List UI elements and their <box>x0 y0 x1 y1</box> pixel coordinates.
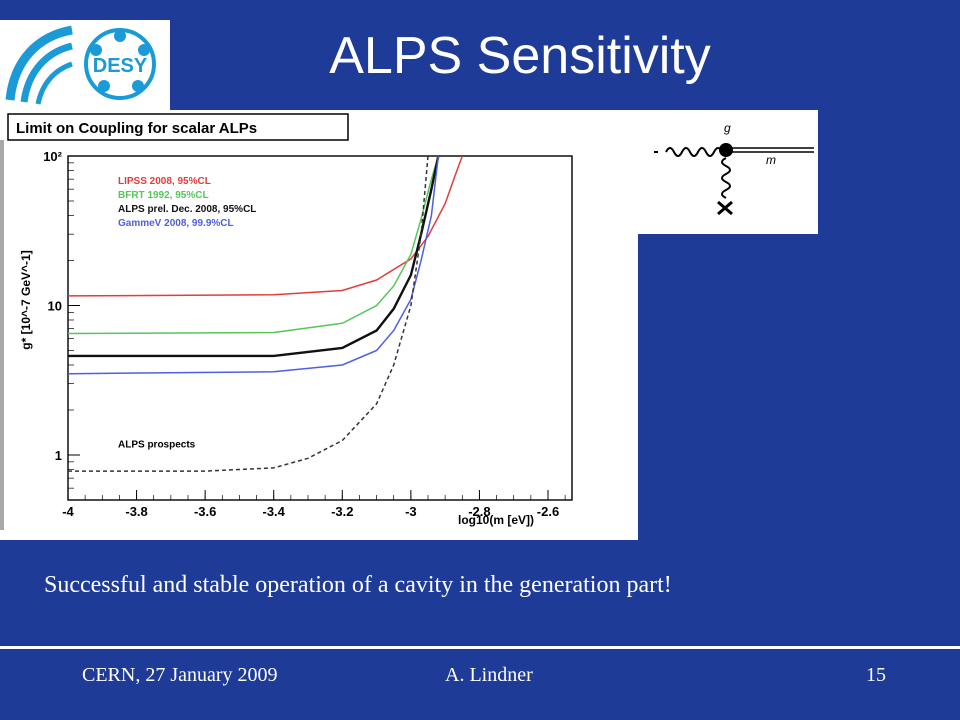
footer-divider <box>0 646 960 649</box>
x-tick-label: -3.6 <box>194 504 216 519</box>
x-tick-label: -3 <box>405 504 417 519</box>
x-tick-label: -3.4 <box>263 504 286 519</box>
logo-arc-middle <box>20 42 73 103</box>
legend-entry: ALPS prel. Dec. 2008, 95%CL <box>118 204 256 215</box>
logo-dot-left <box>90 44 102 56</box>
logo-dot-top <box>114 30 126 42</box>
slide-title: ALPS Sensitivity <box>329 27 711 85</box>
footer-event: CERN, 27 January 2009 <box>82 664 278 686</box>
feynman-diagram: g m <box>654 121 814 216</box>
x-tick-label: -2.6 <box>537 504 559 519</box>
legend-entry: LIPSS 2008, 95%CL <box>118 176 211 187</box>
incoming-photon-line <box>665 147 723 157</box>
legend-entry: ALPS prospects <box>118 440 196 451</box>
series-line <box>68 155 440 358</box>
logo-text: DESY <box>93 55 148 77</box>
y-axis-label: g* [10^-7 GeV^-1] <box>19 250 33 349</box>
plot-frame <box>67 155 573 501</box>
desy-logo-graphic: DESY <box>5 25 156 105</box>
logo-arc-outer <box>5 25 73 101</box>
x-tick-label: -3.8 <box>125 504 147 519</box>
slide-caption: Successful and stable operation of a cav… <box>44 572 672 598</box>
logo-dot-bottom-left <box>98 80 110 92</box>
coupling-limit-chart: Limit on Coupling for scalar ALPs -4 -3.8… <box>0 113 573 530</box>
title-shadow <box>0 140 4 530</box>
external-field-cross-icon <box>717 200 733 216</box>
feynman-diagram-panel: g m <box>638 110 818 234</box>
page-number: 15 <box>866 664 886 686</box>
logo-arc-inner <box>35 61 73 105</box>
plot-panel: Limit on Coupling for scalar ALPs -4 -3.8… <box>0 110 638 540</box>
x-tick-label: -4 <box>62 504 74 519</box>
x-tick-label: -2.8 <box>468 504 490 519</box>
series-line <box>67 155 464 297</box>
logo-dot-bottom-right <box>132 80 144 92</box>
series-line <box>67 155 440 335</box>
chart-title: Limit on Coupling for scalar ALPs <box>16 120 257 137</box>
x-tick-label: -3.2 <box>331 504 353 519</box>
y-tick-label: 1 <box>55 448 62 463</box>
legend-entry: GammeV 2008, 99.9%CL <box>118 218 234 229</box>
coupling-label: g <box>724 121 731 135</box>
y-tick-label: 10 <box>48 298 62 313</box>
series-line <box>68 155 429 472</box>
external-field-line <box>721 157 731 199</box>
logo-dot-right <box>138 44 150 56</box>
vertex-dot <box>719 143 733 157</box>
x-axis-label: log10(m [eV]) <box>458 513 534 527</box>
chart-title-box <box>7 113 349 141</box>
series-line <box>67 155 440 375</box>
mass-label: m <box>766 153 776 167</box>
y-tick-label: 10² <box>43 149 62 164</box>
plot-area: -4 -3.8 -3.6 -3.4 -3.2 -3 -2.8 -2.6 1 10 10² LIPSS … <box>43 149 573 519</box>
scalar-propagator <box>732 147 814 153</box>
legend-entry: BFRT 1992, 95%CL <box>118 190 209 201</box>
desy-logo: DESY <box>0 20 170 110</box>
footer-author: A. Lindner <box>445 664 533 686</box>
